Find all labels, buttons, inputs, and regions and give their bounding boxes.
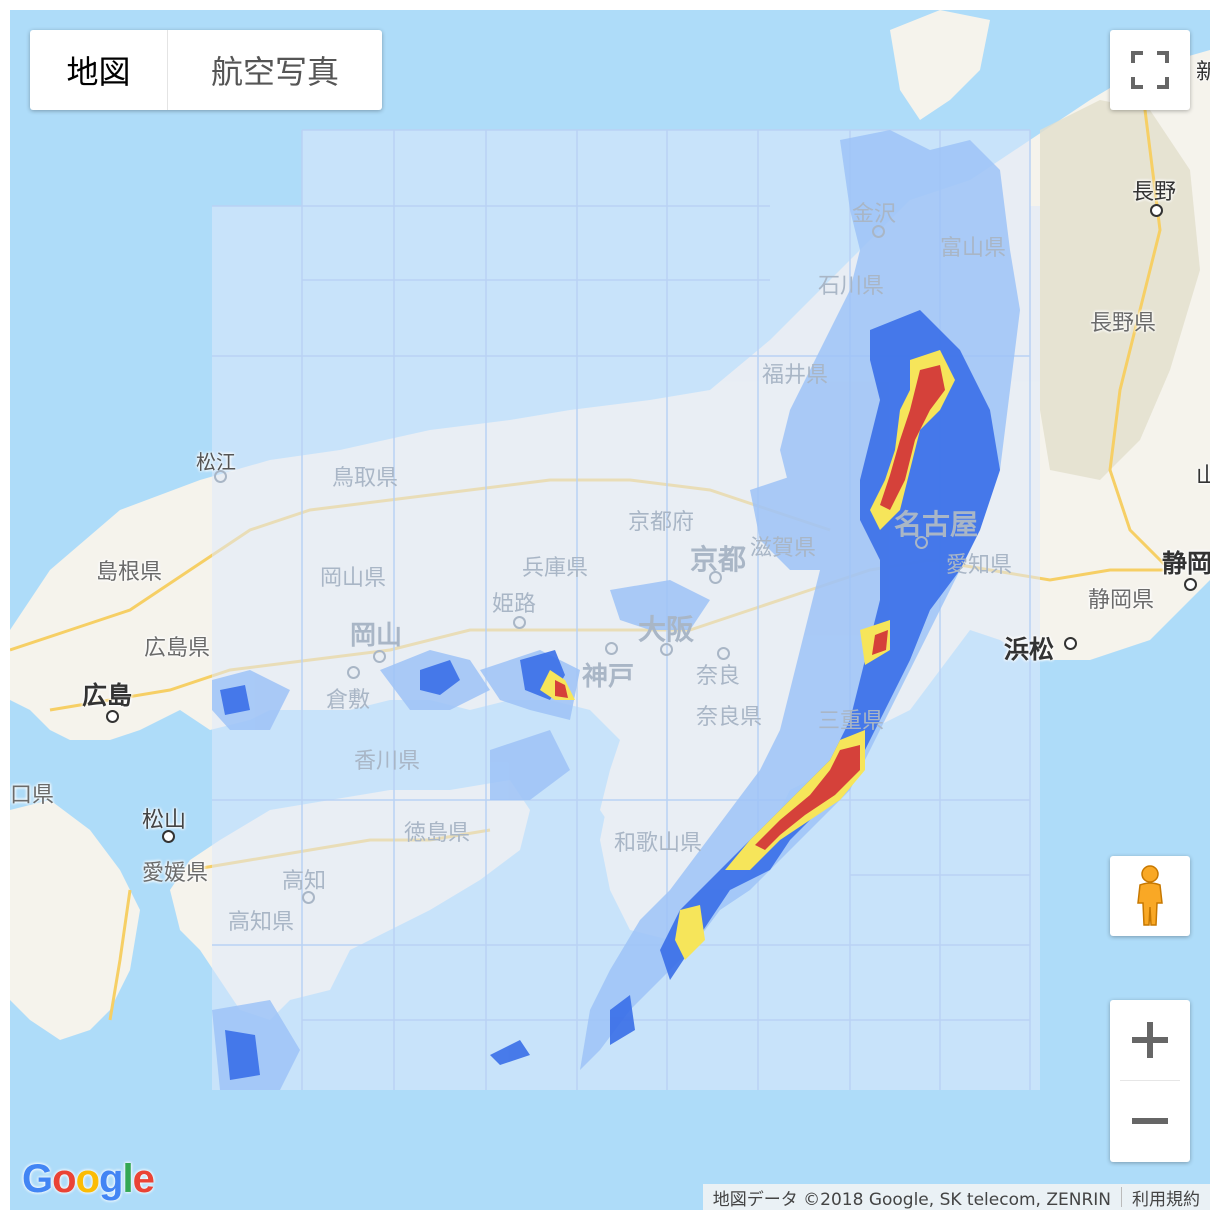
city-label-kobe: 神戸 (582, 662, 635, 692)
street-view-pegman-button[interactable] (1110, 856, 1190, 936)
city-marker-hamamatsu (1064, 637, 1077, 650)
radar-severe (555, 365, 945, 850)
pref-label-shizuoka: 静岡県 (1088, 588, 1155, 613)
pegman-icon (1137, 865, 1163, 926)
alps-relief (1040, 100, 1200, 480)
pref-label-kyoto-fu: 京都府 (628, 510, 695, 535)
city-label-okayama: 岡山 (350, 621, 403, 651)
terms-of-use-link[interactable]: 利用規約 (1132, 1189, 1200, 1210)
kyushu-land (10, 800, 140, 1040)
minus-icon (1132, 1118, 1168, 1124)
city-label-kanazawa: 金沢 (852, 202, 897, 227)
pref-label-yamaguchi: 山口県 (10, 783, 55, 808)
city-label-nagano: 長野 (1132, 180, 1177, 205)
logo-letter: g (99, 1157, 123, 1201)
google-logo[interactable]: Google (22, 1157, 155, 1202)
pref-label-shiga: 滋賀県 (750, 536, 817, 561)
pref-label-tottori: 鳥取県 (332, 466, 399, 491)
city-marker-hiroshima (106, 710, 119, 723)
logo-letter: e (132, 1157, 155, 1201)
map-data-attribution: 地図データ ©2018 Google, SK telecom, ZENRIN (712, 1189, 1111, 1210)
map-canvas[interactable]: 島根県 広島県 愛媛県 高知県 鳥取県 岡山県 兵庫県 京都府 滋賀県 福井県 … (10, 10, 1210, 1210)
city-label-shizuoka: 静岡 (1162, 549, 1210, 578)
pref-label-tokushima: 徳島県 (404, 821, 471, 846)
city-marker-nara (717, 647, 730, 660)
city-label-matsuyama: 松山 (142, 808, 187, 833)
city-marker-kyoto (709, 571, 722, 584)
city-label-hamamatsu: 浜松 (1004, 635, 1055, 664)
city-label-osaka: 大阪 (638, 613, 695, 646)
city-label-himeji: 姫路 (492, 592, 537, 617)
pref-label-okayama: 岡山県 (320, 566, 387, 591)
pref-label-hyogo: 兵庫県 (522, 556, 589, 581)
map-type-map-button[interactable]: 地図 (30, 30, 168, 110)
city-label-kyoto: 京都 (690, 543, 747, 576)
zoom-divider (1120, 1080, 1180, 1081)
pref-label-kochi: 高知県 (228, 910, 295, 935)
city-marker-okayama (373, 650, 386, 663)
plus-icon (1132, 1022, 1168, 1058)
city-marker-kobe (605, 642, 618, 655)
city-label-nagoya: 名古屋 (894, 508, 979, 541)
city-label-edge-right: 山 (1196, 464, 1210, 489)
attribution-bar: 地図データ ©2018 Google, SK telecom, ZENRIN 利… (702, 1184, 1210, 1210)
map-type-control: 地図 航空写真 (30, 30, 382, 110)
pref-label-aichi: 愛知県 (946, 553, 1013, 578)
city-marker-matsue (214, 470, 227, 483)
pref-label-ehime: 愛媛県 (142, 861, 209, 886)
zoom-in-button[interactable] (1110, 1000, 1190, 1080)
attribution-divider (1121, 1187, 1122, 1207)
pref-label-nara: 奈良県 (696, 705, 763, 730)
pref-label-hiroshima: 広島県 (144, 636, 211, 661)
map-type-satellite-button[interactable]: 航空写真 (210, 53, 339, 91)
city-label-kochi: 高知 (282, 869, 327, 894)
logo-letter: G (22, 1157, 53, 1201)
logo-letter: o (52, 1157, 76, 1201)
zoom-out-button[interactable] (1110, 1081, 1190, 1161)
city-marker-osaka (660, 643, 673, 656)
fullscreen-icon (1131, 51, 1169, 89)
city-marker-nagano (1150, 204, 1163, 217)
city-marker-nagoya (915, 536, 928, 549)
city-label-kurashiki: 倉敷 (326, 688, 371, 713)
city-marker-shizuoka (1184, 578, 1197, 591)
pref-label-toyama: 富山県 (940, 236, 1007, 261)
pref-label-wakayama: 和歌山県 (614, 831, 703, 856)
city-marker-himeji (513, 616, 526, 629)
city-marker-kanazawa (872, 225, 885, 238)
zoom-control (1110, 1000, 1190, 1162)
city-marker-kurashiki (347, 666, 360, 679)
pref-label-fukui: 福井県 (762, 363, 829, 388)
basemap (10, 10, 1210, 1090)
pref-label-kagawa: 香川県 (354, 749, 421, 774)
city-label-nara: 奈良 (696, 664, 741, 689)
city-label-matsue: 松江 (196, 450, 236, 474)
pref-label-ishikawa: 石川県 (818, 274, 885, 299)
city-label-edge-top: 新 (1196, 60, 1210, 85)
pref-label-mie: 三重県 (818, 709, 885, 734)
city-marker-matsuyama (162, 830, 175, 843)
logo-letter: o (75, 1157, 100, 1201)
pref-label-nagano: 長野県 (1090, 311, 1157, 336)
city-label-hiroshima: 広島 (82, 681, 133, 710)
city-marker-kochi (302, 891, 315, 904)
fullscreen-button[interactable] (1110, 30, 1190, 110)
pref-label-shimane: 島根県 (96, 560, 163, 585)
noto-land (890, 10, 990, 120)
logo-letter: l (122, 1157, 133, 1201)
